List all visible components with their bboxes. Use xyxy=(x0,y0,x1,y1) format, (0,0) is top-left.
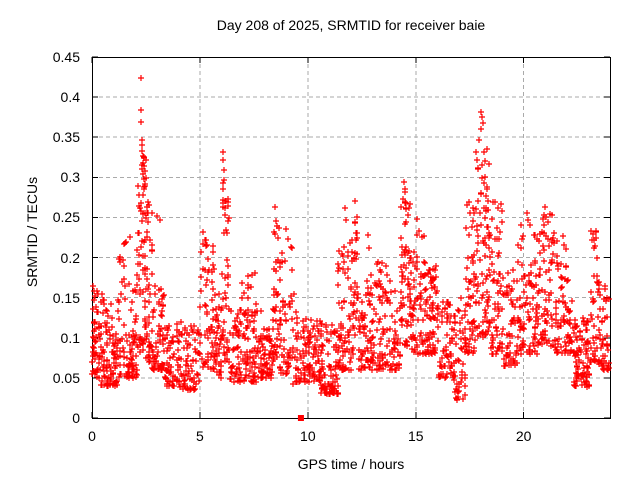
scatter-points xyxy=(89,75,612,403)
x-tick-label: 0 xyxy=(88,428,96,444)
y-tick-label: 0.2 xyxy=(60,249,80,266)
chart-title: Day 208 of 2025, SRMTID for receiver bai… xyxy=(216,17,486,33)
y-tick-label: 0.35 xyxy=(52,129,80,146)
y-tick-label: 0.15 xyxy=(52,289,80,306)
y-tick-label: 0 xyxy=(72,410,80,426)
plot-border xyxy=(92,57,611,419)
x-tick-label: 15 xyxy=(407,428,424,444)
y-tick-label: 0.3 xyxy=(60,169,80,186)
x-tick-label: 5 xyxy=(196,428,204,444)
y-tick-label: 0.05 xyxy=(52,369,80,386)
y-tick-label: 0.25 xyxy=(52,209,80,226)
y-tick-label: 0.1 xyxy=(60,329,80,346)
x-tick-label: 10 xyxy=(300,428,316,444)
y-axis-label: SRMTID / TECUs xyxy=(24,176,40,288)
x-axis-label: GPS time / hours xyxy=(297,456,405,472)
y-tick-label: 0.4 xyxy=(60,89,80,106)
x-tick-label: 20 xyxy=(515,428,532,444)
y-tick-label: 0.45 xyxy=(52,49,80,65)
flag-square-marker xyxy=(297,415,304,421)
